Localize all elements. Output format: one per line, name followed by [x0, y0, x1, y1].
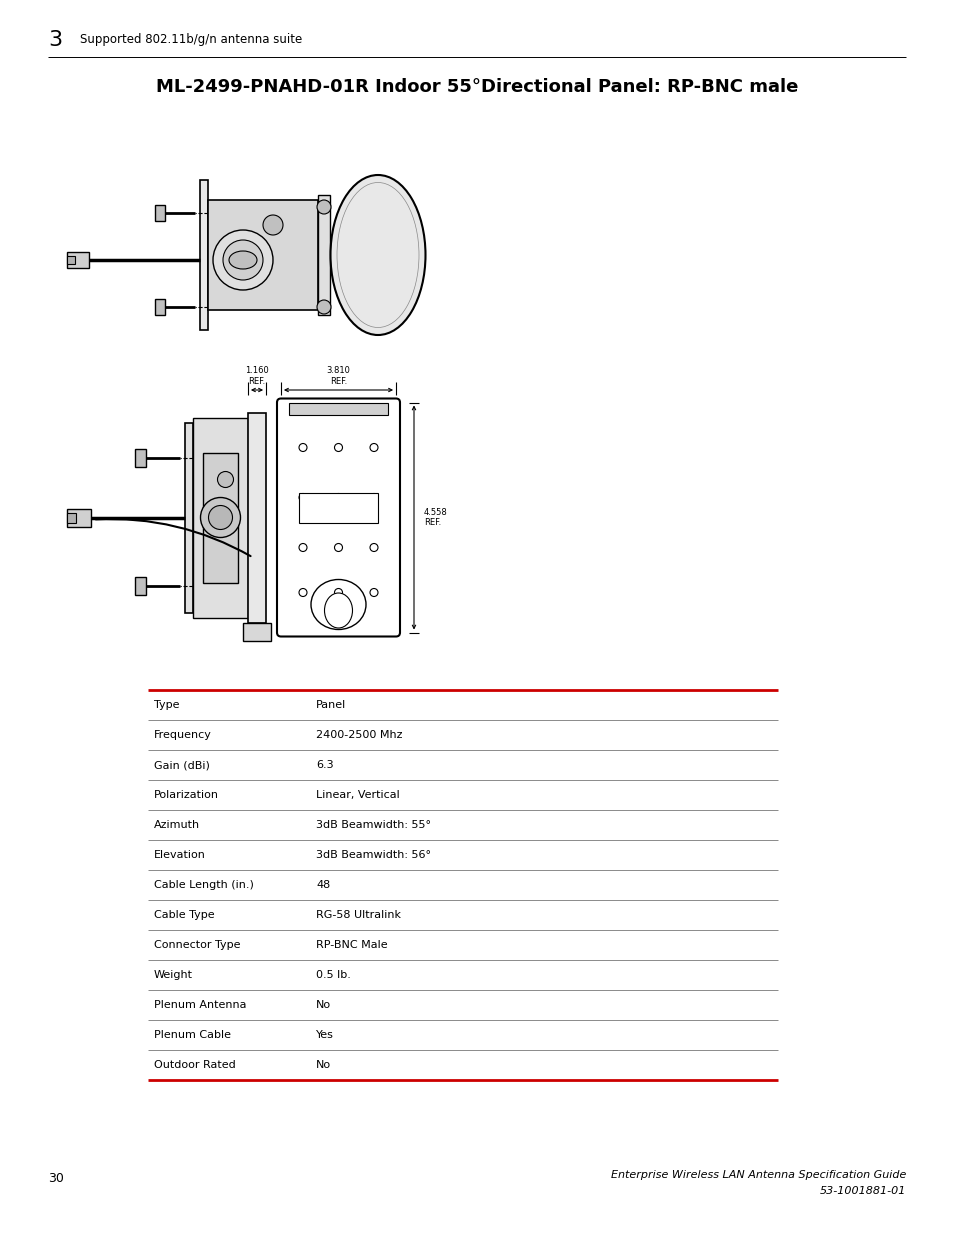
Text: Panel: Panel	[315, 700, 346, 710]
Text: 3.810
REF.: 3.810 REF.	[326, 367, 350, 385]
Text: 1.160
REF.: 1.160 REF.	[245, 367, 269, 385]
Bar	[67, 513, 76, 522]
Circle shape	[316, 200, 331, 214]
Text: Enterprise Wireless LAN Antenna Specification Guide: Enterprise Wireless LAN Antenna Specific…	[610, 1170, 905, 1179]
Text: 48: 48	[315, 881, 330, 890]
Bar	[154, 205, 165, 221]
Text: 3dB Beamwidth: 56°: 3dB Beamwidth: 56°	[315, 850, 431, 860]
Text: Plenum Antenna: Plenum Antenna	[153, 1000, 246, 1010]
Bar	[317, 195, 330, 315]
Text: Weight: Weight	[153, 969, 193, 981]
Bar	[289, 403, 388, 415]
Bar	[67, 252, 89, 268]
Text: Cable Length (in.): Cable Length (in.)	[153, 881, 253, 890]
Bar	[208, 200, 317, 310]
Text: Azimuth: Azimuth	[153, 820, 200, 830]
Circle shape	[223, 240, 263, 280]
Text: Supported 802.11b/g/n antenna suite: Supported 802.11b/g/n antenna suite	[80, 33, 302, 47]
Bar	[248, 412, 266, 622]
Text: Frequency: Frequency	[153, 730, 212, 740]
Text: RG-58 Ultralink: RG-58 Ultralink	[315, 910, 400, 920]
Text: 4.558
REF.: 4.558 REF.	[423, 508, 447, 527]
Circle shape	[316, 300, 331, 314]
Bar	[200, 180, 208, 330]
Text: Connector Type: Connector Type	[153, 940, 240, 950]
FancyBboxPatch shape	[276, 399, 399, 636]
Bar	[193, 417, 248, 618]
Text: 30: 30	[48, 1172, 64, 1186]
Text: 53-1001881-01: 53-1001881-01	[819, 1186, 905, 1195]
Bar	[298, 493, 377, 522]
Circle shape	[263, 215, 283, 235]
Circle shape	[213, 230, 273, 290]
Text: 0.5 lb.: 0.5 lb.	[315, 969, 351, 981]
Text: ML-2499-PNAHD-01R Indoor 55°Directional Panel: RP-BNC male: ML-2499-PNAHD-01R Indoor 55°Directional …	[155, 78, 798, 96]
Ellipse shape	[324, 593, 352, 629]
Text: Elevation: Elevation	[153, 850, 206, 860]
Text: Gain (dBi): Gain (dBi)	[153, 760, 210, 769]
Text: Cable Type: Cable Type	[153, 910, 214, 920]
Circle shape	[200, 498, 240, 537]
Text: 3: 3	[48, 30, 62, 49]
Text: RP-BNC Male: RP-BNC Male	[315, 940, 387, 950]
Text: Plenum Cable: Plenum Cable	[153, 1030, 231, 1040]
Bar	[67, 256, 75, 264]
Text: 3dB Beamwidth: 55°: 3dB Beamwidth: 55°	[315, 820, 431, 830]
Bar	[154, 299, 165, 315]
Bar	[185, 422, 193, 613]
Circle shape	[209, 505, 233, 530]
Text: Type: Type	[153, 700, 179, 710]
Bar	[135, 577, 146, 594]
Circle shape	[217, 472, 233, 488]
Text: No: No	[315, 1000, 331, 1010]
Ellipse shape	[330, 175, 425, 335]
Bar	[203, 452, 237, 583]
Text: Polarization: Polarization	[153, 790, 219, 800]
Text: Yes: Yes	[315, 1030, 334, 1040]
Ellipse shape	[311, 579, 366, 630]
Text: Linear, Vertical: Linear, Vertical	[315, 790, 399, 800]
Bar	[67, 509, 91, 526]
Text: 6.3: 6.3	[315, 760, 334, 769]
Text: No: No	[315, 1060, 331, 1070]
Ellipse shape	[229, 251, 256, 269]
Bar	[135, 448, 146, 467]
Text: Outdoor Rated: Outdoor Rated	[153, 1060, 235, 1070]
Bar	[243, 622, 271, 641]
Text: 2400-2500 Mhz: 2400-2500 Mhz	[315, 730, 402, 740]
